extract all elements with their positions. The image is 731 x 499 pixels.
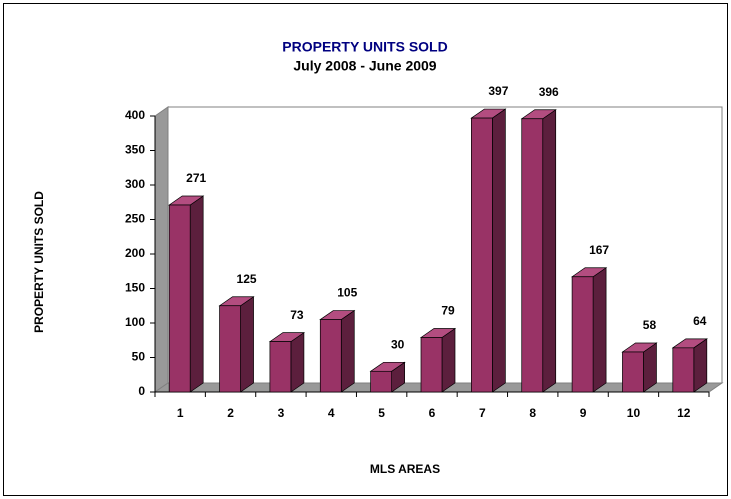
bar-front bbox=[269, 341, 292, 393]
bar-front bbox=[471, 117, 493, 393]
x-axis-label: MLS AREAS bbox=[370, 462, 440, 476]
y-axis-label: PROPERTY UNITS SOLD bbox=[32, 191, 46, 333]
bar-side bbox=[290, 331, 305, 393]
bar-front bbox=[168, 204, 191, 393]
y-tick-label: 350 bbox=[125, 143, 145, 157]
bar bbox=[470, 108, 507, 393]
value-label: 271 bbox=[186, 171, 206, 185]
bar-front bbox=[622, 351, 644, 393]
bar-side bbox=[240, 296, 254, 393]
bar-front bbox=[219, 305, 241, 393]
bar-side bbox=[542, 109, 557, 393]
x-tick-label: 3 bbox=[278, 406, 285, 420]
bar bbox=[419, 327, 457, 393]
bar-front bbox=[370, 370, 392, 393]
x-tick-label: 2 bbox=[227, 406, 234, 420]
value-label: 397 bbox=[488, 84, 508, 98]
bar-side bbox=[441, 327, 456, 393]
value-label: 396 bbox=[539, 85, 559, 99]
y-tick-label: 400 bbox=[125, 108, 145, 122]
bar-front bbox=[521, 118, 544, 393]
bar bbox=[268, 331, 306, 393]
bar-side bbox=[340, 309, 355, 393]
x-tick-label: 8 bbox=[529, 406, 536, 420]
bar-side bbox=[592, 267, 607, 393]
bar bbox=[520, 109, 557, 393]
value-label: 73 bbox=[290, 308, 304, 322]
y-tick-label: 250 bbox=[125, 212, 145, 226]
bar bbox=[671, 338, 708, 393]
x-tick-label: 1 bbox=[177, 406, 184, 420]
chart-title: PROPERTY UNITS SOLD bbox=[282, 39, 447, 55]
x-tick-label: 6 bbox=[429, 406, 436, 420]
value-label: 79 bbox=[441, 304, 455, 318]
y-tick-label: 200 bbox=[125, 246, 145, 260]
side-wall bbox=[154, 106, 169, 393]
bar bbox=[168, 195, 205, 393]
bar bbox=[319, 309, 356, 393]
y-tick-label: 50 bbox=[132, 350, 146, 364]
x-tick-label: 4 bbox=[328, 406, 335, 420]
x-tick-label: 9 bbox=[580, 406, 587, 420]
x-tick-label: 5 bbox=[378, 406, 385, 420]
bar-side bbox=[492, 108, 506, 393]
bar-front bbox=[672, 347, 695, 393]
x-tick-label: 12 bbox=[677, 406, 691, 420]
bar bbox=[218, 296, 255, 393]
value-label: 58 bbox=[643, 318, 657, 332]
bar-side bbox=[189, 195, 204, 393]
x-tick-label: 10 bbox=[627, 406, 641, 420]
bar bbox=[621, 342, 658, 393]
y-tick-label: 150 bbox=[125, 281, 145, 295]
bar bbox=[369, 361, 406, 393]
bar-front bbox=[571, 276, 594, 393]
value-label: 30 bbox=[391, 337, 405, 351]
y-tick-label: 100 bbox=[125, 315, 145, 329]
bar bbox=[570, 267, 608, 393]
value-label: 105 bbox=[337, 286, 357, 300]
chart-subtitle: July 2008 - June 2009 bbox=[293, 58, 436, 74]
value-label: 167 bbox=[589, 243, 609, 257]
bar-front bbox=[319, 319, 342, 393]
value-label: 64 bbox=[693, 314, 707, 328]
y-tick-label: 300 bbox=[125, 177, 145, 191]
y-tick-label: 0 bbox=[138, 384, 145, 398]
bar-front bbox=[420, 337, 443, 393]
x-tick-label: 7 bbox=[479, 406, 486, 420]
value-label: 125 bbox=[237, 272, 257, 286]
